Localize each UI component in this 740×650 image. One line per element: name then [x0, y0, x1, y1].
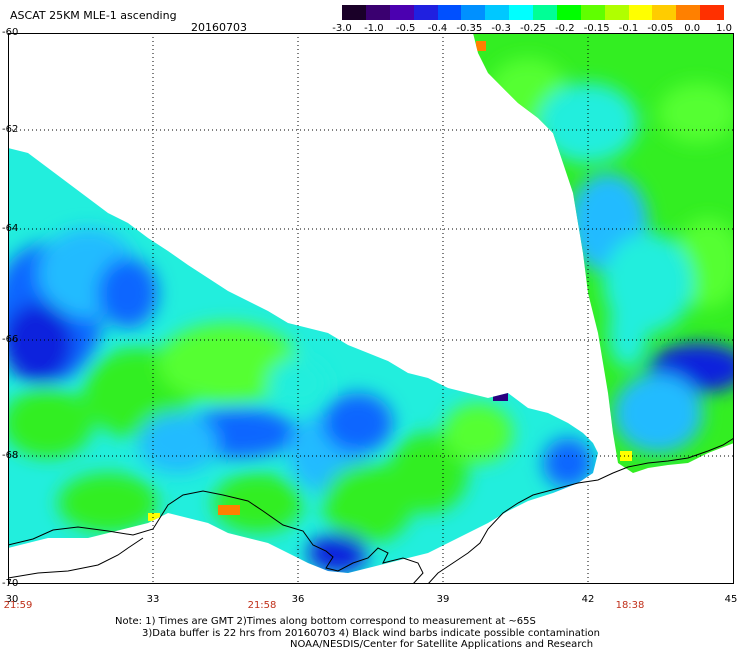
colorbar-labels: -3.0 -1.0 -0.5 -0.4 -0.35 -0.3 -0.25 -0.2 -0.15-…	[330, 23, 740, 37]
colorbar-label-4: -0.35	[456, 23, 483, 34]
colorbar-swatch-2	[389, 5, 414, 20]
x-label-42: 42	[581, 594, 595, 605]
time-label-1: 21:59	[3, 600, 33, 611]
x-label-39: 39	[436, 594, 450, 605]
colorbar-swatch-5	[461, 5, 486, 20]
time-label-2: 21:58	[247, 600, 277, 611]
colorbar-swatch-14	[676, 5, 701, 20]
note-line-1: Note: 1) Times are GMT 2)Times along bot…	[115, 616, 536, 627]
title: ASCAT 25KM MLE-1 ascending	[10, 9, 177, 22]
colorbar-label-9: -0.1	[618, 23, 639, 34]
colorbar-swatch-11	[604, 5, 629, 20]
colorbar-swatch-6	[485, 5, 510, 20]
y-label-62: -62	[2, 124, 19, 135]
y-label-68: -68	[2, 450, 19, 461]
colorbar-label-2: -0.5	[395, 23, 416, 34]
colorbar-swatch-13	[652, 5, 677, 20]
x-label-36: 36	[291, 594, 305, 605]
colorbar-swatch-8	[533, 5, 557, 20]
colorbar-label-1: -1.0	[364, 23, 384, 34]
colorbar-swatch-15	[700, 5, 724, 20]
map-svg	[8, 33, 734, 584]
colorbar-label-5: -0.3	[491, 23, 511, 34]
colorbar-label-12: 1.0	[716, 23, 732, 34]
colorbar-swatch-10	[580, 5, 605, 20]
x-label-45: 45	[724, 594, 738, 605]
colorbar-swatch-4	[437, 5, 462, 20]
note-line-3: NOAA/NESDIS/Center for Satellite Applica…	[290, 639, 594, 650]
colorbar-swatch-1	[365, 5, 390, 20]
colorbar-label-10: -0.05	[647, 23, 674, 34]
colorbar-swatch-12	[628, 5, 653, 20]
time-label-3: 18:38	[615, 600, 645, 611]
colorbar-swatch-7	[509, 5, 533, 20]
coastline	[8, 437, 734, 584]
note-line-2: 3)Data buffer is 22 hrs from 20160703 4)…	[142, 628, 600, 639]
coastline-bottom	[8, 537, 144, 579]
y-label-66: -66	[2, 334, 19, 345]
colorbar-label-0: -3.0	[332, 23, 352, 34]
colorbar-label-6: -0.25	[520, 23, 546, 34]
colorbar-label-11: 0.0	[684, 23, 701, 34]
colorbar-label-3: -0.4	[427, 23, 448, 34]
swath-left	[8, 148, 598, 573]
graticule	[8, 33, 734, 584]
colorbar-swatch-9	[556, 5, 581, 20]
x-label-33: 33	[146, 594, 160, 605]
colorbar-swatch-3	[413, 5, 438, 20]
y-label-64: -64	[2, 223, 19, 234]
y-label-70: -70	[2, 578, 19, 589]
date-label: 20160703	[191, 21, 247, 34]
colorbar	[342, 5, 724, 20]
colorbar-swatch-0	[342, 5, 366, 20]
colorbar-label-7: -0.2	[555, 23, 575, 34]
map-plot	[8, 33, 734, 584]
x-label-30: 30	[5, 594, 19, 605]
colorbar-label-8: -0.15	[583, 23, 610, 34]
y-label-60: -60	[2, 27, 19, 38]
